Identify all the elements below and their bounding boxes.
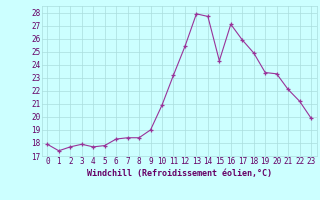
- X-axis label: Windchill (Refroidissement éolien,°C): Windchill (Refroidissement éolien,°C): [87, 169, 272, 178]
